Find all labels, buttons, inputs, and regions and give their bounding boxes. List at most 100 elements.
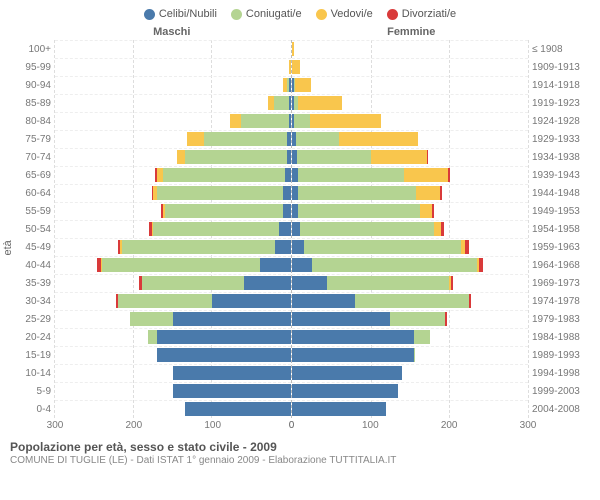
bar-row [292,148,528,166]
bar-row [292,184,528,202]
age-label: 95-99 [10,58,55,76]
birth-year-label: 1999-2003 [528,382,590,400]
bar-segment [292,348,414,362]
age-label: 5-9 [10,382,55,400]
bar-segment [327,276,449,290]
bar-segment [274,96,288,110]
bar-segment [479,258,483,272]
bar-segment [292,258,312,272]
bar-segment [294,114,310,128]
bar-segment [165,204,283,218]
bar-row [292,76,528,94]
x-tick: 300 [47,420,64,431]
x-tick: 200 [441,420,458,431]
legend-label: Divorziati/e [402,8,456,20]
bar-row [55,328,291,346]
bar-segment [390,312,445,326]
bars-male [55,40,292,418]
birth-year-label: 1994-1998 [528,364,590,382]
bar-segment [292,222,300,236]
bar-segment [310,114,381,128]
x-tick: 100 [362,420,379,431]
bar-segment [157,186,283,200]
bar-segment [427,150,429,164]
bar-row [55,220,291,238]
bar-segment [187,132,204,146]
bar-segment [287,132,291,146]
age-label: 65-69 [10,166,55,184]
bar-segment [241,114,288,128]
bar-row [292,130,528,148]
age-label: 100+ [10,40,55,58]
birth-year-label: 1969-1973 [528,274,590,292]
bar-segment [173,384,291,398]
bar-row [292,346,528,364]
bar-segment [292,240,304,254]
bar-row [292,382,528,400]
bar-row [55,40,291,58]
age-label: 15-19 [10,346,55,364]
bar-segment [292,294,355,308]
bar-segment [279,222,291,236]
bar-segment [298,186,416,200]
legend-swatch [231,9,242,20]
age-label: 50-54 [10,220,55,238]
bar-segment [292,384,398,398]
bar-segment [339,132,418,146]
bar-segment [434,222,442,236]
age-label: 80-84 [10,112,55,130]
bar-segment [300,222,434,236]
bar-row [55,346,291,364]
plot-area: Fasce di età 100+95-9990-9485-8980-8475-… [10,40,590,418]
bar-segment [292,276,327,290]
legend-item: Vedovi/e [316,8,373,20]
bar-segment [371,150,426,164]
age-label: 90-94 [10,76,55,94]
bar-row [292,94,528,112]
age-label: 40-44 [10,256,55,274]
bar-segment [177,150,185,164]
bar-segment [355,294,469,308]
bar-segment [295,78,311,92]
age-label: 60-64 [10,184,55,202]
legend-swatch [316,9,327,20]
bar-segment [157,348,291,362]
bar-segment [283,186,291,200]
bar-row [55,94,291,112]
legend-item: Divorziati/e [387,8,456,20]
legend-label: Celibi/Nubili [159,8,217,20]
bar-segment [244,276,291,290]
age-label: 25-29 [10,310,55,328]
bar-segment [130,312,173,326]
bar-segment [142,276,244,290]
bar-row [55,364,291,382]
birth-year-label: 1984-1988 [528,328,590,346]
bar-row [292,220,528,238]
bar-segment [230,114,242,128]
bar-segment [153,222,279,236]
age-label: 45-49 [10,238,55,256]
bar-row [292,40,528,58]
bar-segment [465,240,469,254]
bar-row [55,202,291,220]
bars-area [55,40,528,418]
bar-segment [163,168,285,182]
birth-year-label: ≤ 1908 [528,40,590,58]
bar-row [292,400,528,418]
bar-row [55,166,291,184]
age-label: 20-24 [10,328,55,346]
x-tick: 100 [204,420,221,431]
age-label: 55-59 [10,202,55,220]
bar-segment [292,42,294,56]
age-label: 35-39 [10,274,55,292]
y-axis-right: ≤ 19081909-19131914-19181919-19231924-19… [528,40,590,418]
legend-swatch [144,9,155,20]
birth-year-label: 1944-1948 [528,184,590,202]
bar-segment [118,294,212,308]
age-label: 70-74 [10,148,55,166]
bar-row [55,310,291,328]
bar-segment [204,132,287,146]
bar-segment [260,258,291,272]
bar-segment [285,168,291,182]
bar-segment [312,258,477,272]
